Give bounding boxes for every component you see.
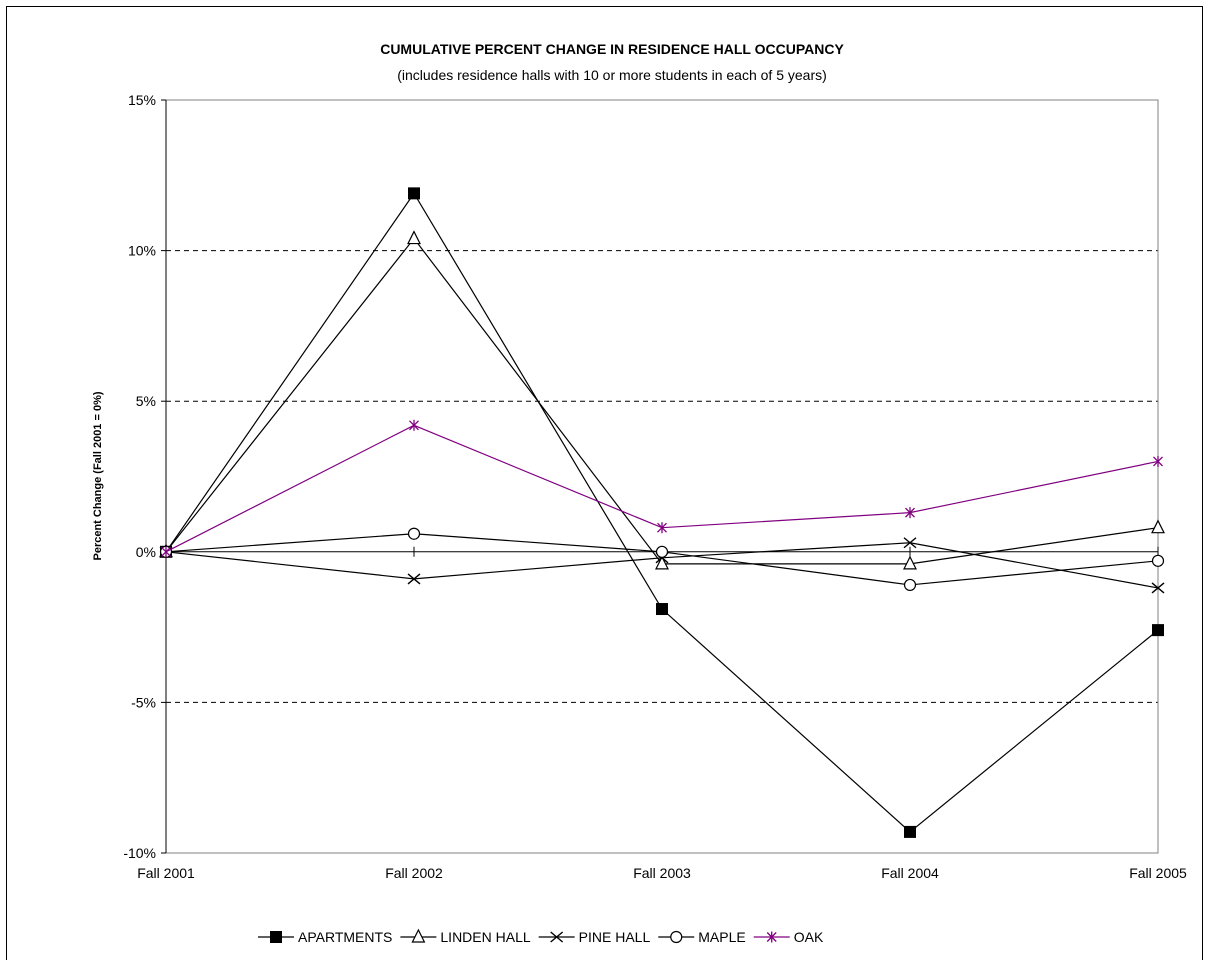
y-tick-label: 15% xyxy=(128,92,156,108)
legend-label-pine-hall: PINE HALL xyxy=(579,929,651,945)
legend-item-pine-hall: PINE HALL xyxy=(538,929,651,945)
chart-subtitle: (includes residence halls with 10 or mor… xyxy=(397,67,827,83)
series-line-apartments xyxy=(165,192,1159,833)
legend-marker-maple xyxy=(670,930,683,944)
point-apartments xyxy=(408,187,420,200)
point-oak xyxy=(409,419,419,431)
y-axis-label: Percent Change (Fall 2001 = 0%) xyxy=(92,391,104,560)
legend-marker-apartments xyxy=(270,931,282,943)
legend-label-oak: OAK xyxy=(794,929,824,945)
x-tick-label: Fall 2005 xyxy=(1129,865,1187,881)
y-tick-label: -5% xyxy=(131,694,156,710)
series-oak xyxy=(161,419,1163,558)
legend-item-oak: OAK xyxy=(753,929,824,945)
point-linden-hall xyxy=(1151,519,1165,534)
legend-label-maple: MAPLE xyxy=(698,929,745,945)
point-apartments xyxy=(904,825,916,838)
legend: APARTMENTS LINDEN HALL PINE HALL MAPLE OAK xyxy=(258,928,824,945)
point-oak xyxy=(161,546,171,558)
point-linden-hall xyxy=(655,555,669,570)
y-tick-label: 10% xyxy=(128,243,156,259)
x-tick-label: Fall 2001 xyxy=(137,865,195,881)
x-tick-label: Fall 2004 xyxy=(881,865,939,881)
point-maple xyxy=(655,545,669,558)
point-maple xyxy=(1151,554,1165,567)
legend-item-apartments: APARTMENTS xyxy=(258,929,392,945)
point-pine-hall xyxy=(1151,582,1165,594)
legend-marker-linden-hall xyxy=(411,928,426,943)
point-pine-hall xyxy=(407,573,421,585)
point-linden-hall xyxy=(407,230,421,245)
point-apartments xyxy=(656,603,668,616)
legend-item-linden-hall: LINDEN HALL xyxy=(400,928,531,945)
series-apartments xyxy=(160,187,1164,838)
y-tick-label: 5% xyxy=(136,393,156,409)
y-tick-label: -10% xyxy=(123,845,156,861)
point-oak xyxy=(1153,455,1163,467)
legend-marker-pine-hall xyxy=(550,931,564,943)
point-oak xyxy=(905,507,915,519)
y-tick-label: 0% xyxy=(136,544,156,560)
point-maple xyxy=(407,527,421,540)
point-linden-hall xyxy=(903,555,917,570)
point-pine-hall xyxy=(903,537,917,549)
point-apartments xyxy=(1152,624,1164,637)
x-tick-label: Fall 2003 xyxy=(633,865,691,881)
chart-title: CUMULATIVE PERCENT CHANGE IN RESIDENCE H… xyxy=(380,41,844,57)
legend-item-maple: MAPLE xyxy=(658,929,746,945)
axes: 15% 10% 5% 0% -5% -10% Fall 2001 Fall 2002 Fall … xyxy=(123,92,1187,881)
legend-label-linden-hall: LINDEN HALL xyxy=(440,929,530,945)
series-group xyxy=(159,187,1165,838)
x-tick-label: Fall 2002 xyxy=(385,865,443,881)
legend-label-apartments: APARTMENTS xyxy=(298,929,392,945)
legend-marker-oak xyxy=(766,931,777,943)
point-oak xyxy=(657,522,667,534)
point-maple xyxy=(903,578,917,592)
series-linden-hall xyxy=(159,230,1165,570)
chart-frame xyxy=(6,6,1203,960)
